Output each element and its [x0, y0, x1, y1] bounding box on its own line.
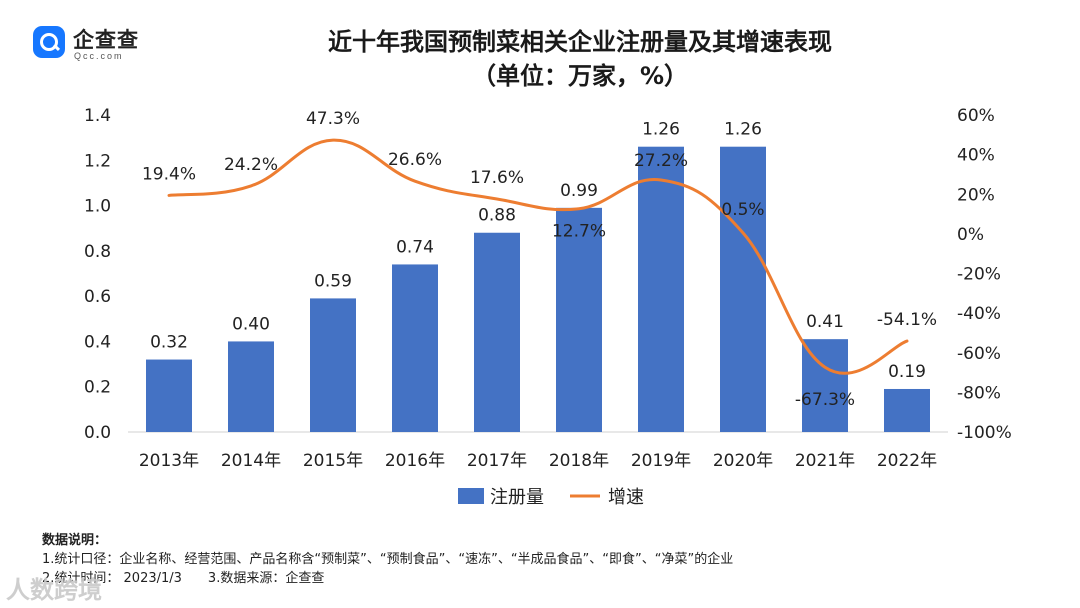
chart-title: 近十年我国预制菜相关企业注册量及其增速表现 — [328, 28, 832, 56]
x-tick-label: 2018年 — [549, 451, 609, 471]
line-data-label: 12.7% — [552, 222, 606, 242]
line-data-label: 0.5% — [721, 200, 764, 220]
combo-chart: 0.0 0.2 0.4 0.6 0.8 1.0 1.2 1.4 -100% -80% -60% -40… — [84, 106, 1012, 508]
bar-data-label: 0.40 — [232, 314, 270, 334]
y-left-tick-label: 0.8 — [84, 242, 111, 262]
x-tick-label: 2013年 — [139, 451, 199, 471]
bar-data-label: 1.26 — [724, 120, 762, 140]
y-right-tick-label: -80% — [957, 383, 1001, 403]
y-left-tick-label: 1.0 — [84, 197, 111, 217]
bar — [802, 339, 848, 432]
notes-scope: 1.统计口径：企业名称、经营范围、产品名称含“预制菜”、“预制食品”、“速冻”、… — [42, 552, 734, 567]
notes-source: 3.数据来源：企查查 — [207, 571, 325, 586]
bar — [392, 264, 438, 432]
y-right-tick-label: -40% — [957, 304, 1001, 324]
magnifier-logo-icon — [33, 26, 65, 58]
y-right-tick-label: -100% — [957, 423, 1012, 443]
x-tick-label: 2015年 — [303, 451, 363, 471]
series-line-growth — [167, 138, 909, 375]
y-left-tick-label: 1.4 — [84, 106, 111, 126]
watermark-text: 人数跨境 — [6, 576, 102, 604]
legend-swatch-bars — [458, 488, 484, 504]
y-right-tick-label: 60% — [957, 106, 995, 126]
brand-domain: Qcc.com — [74, 51, 124, 61]
line-data-label: 27.2% — [634, 151, 688, 171]
brand-logo: 企查查 Qcc.com — [33, 24, 173, 64]
bar — [638, 146, 684, 432]
data-notes: 数据说明： 1.统计口径：企业名称、经营范围、产品名称含“预制菜”、“预制食品”… — [42, 531, 733, 588]
notes-time: 2.统计时间： 2023/1/3 — [42, 571, 182, 586]
bar-data-label: 0.41 — [806, 312, 844, 332]
notes-heading: 数据说明： — [42, 533, 108, 548]
y-right-tick-label: 40% — [957, 146, 995, 166]
y-left-tick-label: 0.4 — [84, 332, 111, 352]
y-right-tick-label: 20% — [957, 185, 995, 205]
brand-name: 企查查 — [73, 28, 139, 52]
y-right-tick-label: -60% — [957, 344, 1001, 364]
x-tick-label: 2020年 — [713, 451, 773, 471]
line-data-label: -67.3% — [795, 390, 855, 410]
bar-data-label: 0.99 — [560, 181, 598, 201]
x-tick-label: 2021年 — [795, 451, 855, 471]
x-tick-label: 2022年 — [877, 451, 937, 471]
line-data-label: 47.3% — [306, 109, 360, 129]
y-left-tick-label: 0.2 — [84, 378, 111, 398]
notes-time-source: 2.统计时间： 2023/1/3 3.数据来源：企查查 — [42, 569, 733, 588]
bar-data-label: 1.26 — [642, 120, 680, 140]
bar — [474, 232, 520, 432]
line-data-label: -54.1% — [877, 310, 937, 330]
bar-data-label: 0.32 — [150, 333, 188, 353]
y-left-tick-label: 0.0 — [84, 423, 111, 443]
x-tick-label: 2016年 — [385, 451, 445, 471]
line-data-label: 19.4% — [142, 164, 196, 184]
line-data-label: 24.2% — [224, 155, 278, 175]
line-data-label: 17.6% — [470, 168, 524, 188]
bar — [720, 146, 766, 432]
x-tick-label: 2019年 — [631, 451, 691, 471]
bar-data-label: 0.74 — [396, 237, 434, 257]
bar-data-label: 0.59 — [314, 271, 352, 291]
y-right-tick-label: 0% — [957, 225, 984, 245]
x-tick-label: 2014年 — [221, 451, 281, 471]
x-tick-label: 2017年 — [467, 451, 527, 471]
bar-data-label: 0.88 — [478, 206, 516, 226]
legend-label-bars: 注册量 — [490, 487, 544, 508]
bar — [884, 388, 930, 432]
y-left-tick-label: 1.2 — [84, 151, 111, 171]
y-right-tick-label: -20% — [957, 265, 1001, 285]
line-data-label: 26.6% — [388, 150, 442, 170]
bar — [556, 207, 602, 432]
bar — [310, 298, 356, 432]
legend-label-line: 增速 — [608, 487, 644, 508]
chart-subtitle: （单位：万家，%） — [471, 62, 689, 90]
bar — [146, 359, 192, 432]
bar — [228, 341, 274, 432]
y-left-tick-label: 0.6 — [84, 287, 111, 307]
bar-data-label: 0.19 — [888, 362, 926, 382]
